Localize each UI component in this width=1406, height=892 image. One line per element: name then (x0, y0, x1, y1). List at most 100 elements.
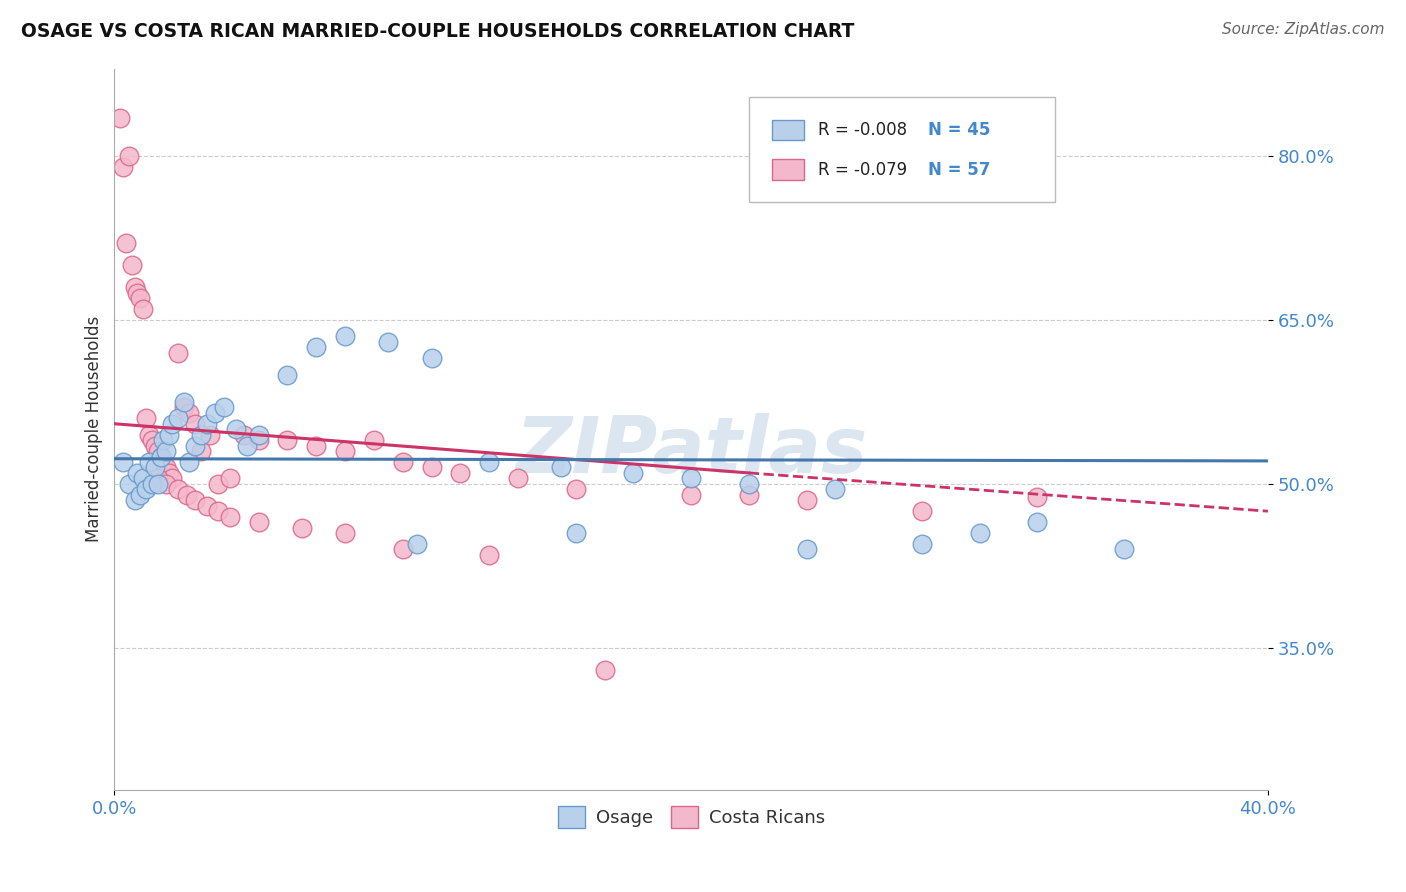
Point (391, 542, 413, 557)
Point (276, 368, 298, 382)
FancyBboxPatch shape (749, 97, 1054, 202)
Point (796, 493, 818, 508)
Point (212, 401, 235, 415)
Point (911, 504, 934, 518)
Point (157, 427, 180, 442)
Text: N = 57: N = 57 (928, 161, 990, 178)
Point (305, 340, 328, 354)
Point (824, 483, 846, 497)
Point (166, 345, 188, 359)
Point (141, 433, 163, 447)
Point (143, 439, 166, 453)
Point (247, 433, 270, 447)
Point (478, 548, 501, 562)
Point (233, 427, 256, 442)
Point (796, 542, 818, 557)
Point (420, 460, 443, 475)
Point (143, 460, 166, 475)
Point (132, 301, 155, 316)
Point (127, 285, 149, 300)
Point (124, 280, 146, 294)
Point (550, 460, 572, 475)
Point (738, 476, 761, 491)
Point (155, 444, 177, 458)
Text: ZIPatlas: ZIPatlas (515, 413, 868, 489)
Point (160, 417, 183, 431)
Point (152, 455, 174, 469)
Point (184, 439, 207, 453)
Point (149, 450, 172, 464)
Point (155, 476, 177, 491)
Point (173, 395, 195, 409)
Text: N = 45: N = 45 (928, 120, 990, 139)
Point (305, 439, 328, 453)
Text: Source: ZipAtlas.com: Source: ZipAtlas.com (1222, 22, 1385, 37)
Point (190, 444, 212, 458)
Point (121, 258, 143, 272)
Point (623, 466, 645, 480)
Text: R = -0.008: R = -0.008 (818, 120, 907, 139)
Point (207, 504, 229, 518)
Point (173, 401, 195, 415)
Point (135, 483, 157, 497)
Point (276, 433, 298, 447)
Point (166, 483, 188, 497)
Point (218, 471, 240, 485)
Point (132, 471, 155, 485)
Point (195, 499, 218, 513)
Point (218, 509, 240, 524)
Point (377, 334, 399, 349)
Text: R = -0.079: R = -0.079 (818, 161, 907, 178)
Point (236, 439, 259, 453)
Point (146, 471, 169, 485)
Point (157, 466, 180, 480)
Point (508, 471, 530, 485)
Point (108, 111, 131, 125)
Point (911, 537, 934, 551)
Point (146, 444, 169, 458)
Point (195, 417, 218, 431)
Point (565, 483, 588, 497)
Text: OSAGE VS COSTA RICAN MARRIED-COUPLE HOUSEHOLDS CORRELATION CHART: OSAGE VS COSTA RICAN MARRIED-COUPLE HOUS… (21, 22, 855, 41)
Point (118, 476, 141, 491)
Point (247, 515, 270, 529)
Point (1026, 515, 1049, 529)
Bar (772, 160, 804, 179)
Point (333, 444, 356, 458)
Point (179, 406, 201, 420)
Point (291, 520, 314, 534)
Point (141, 476, 163, 491)
Point (333, 526, 356, 541)
Point (681, 488, 703, 502)
Point (738, 488, 761, 502)
Point (112, 160, 135, 174)
Point (204, 406, 226, 420)
Point (118, 149, 141, 163)
Point (160, 471, 183, 485)
Point (179, 455, 201, 469)
Point (184, 493, 207, 508)
Point (176, 488, 198, 502)
Legend: Osage, Costa Ricans: Osage, Costa Ricans (550, 798, 832, 835)
Point (391, 455, 413, 469)
Point (149, 450, 172, 464)
Bar (772, 120, 804, 140)
Point (146, 476, 169, 491)
Point (207, 476, 229, 491)
Point (247, 427, 270, 442)
Point (138, 427, 160, 442)
Point (124, 493, 146, 508)
Y-axis label: Married-couple Households: Married-couple Households (86, 316, 103, 542)
Point (129, 291, 152, 305)
Point (420, 351, 443, 366)
Point (478, 455, 501, 469)
Point (363, 433, 385, 447)
Point (135, 411, 157, 425)
Point (112, 455, 135, 469)
Point (969, 526, 991, 541)
Point (190, 427, 212, 442)
Point (115, 236, 138, 251)
Point (406, 537, 429, 551)
Point (1026, 490, 1049, 504)
Point (333, 329, 356, 343)
